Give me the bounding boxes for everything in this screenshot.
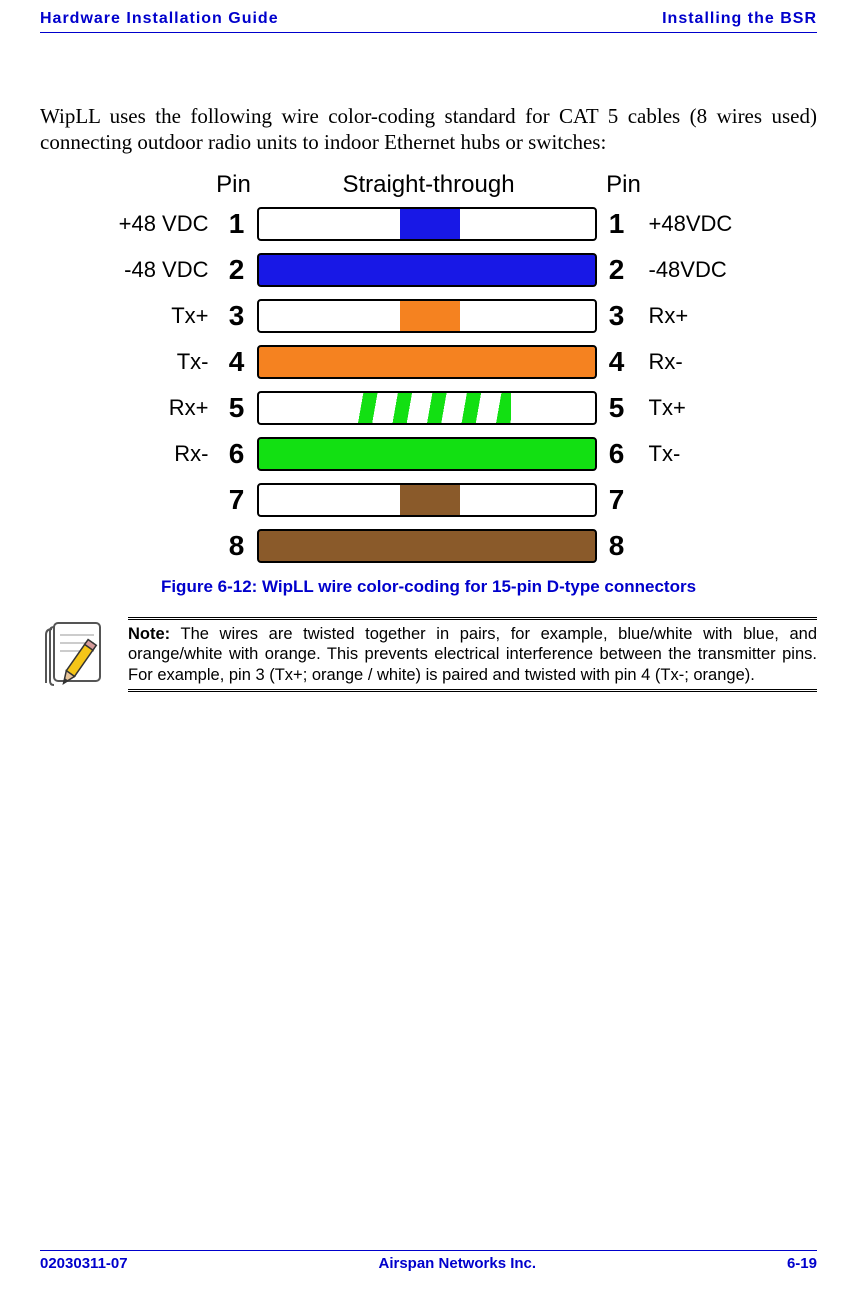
page-footer: 02030311-07 Airspan Networks Inc. 6-19 — [40, 1250, 817, 1272]
wire-color-cell — [257, 529, 597, 563]
wire-pin-left: 6 — [217, 438, 257, 470]
wire-left-label: Rx- — [109, 441, 217, 467]
note-body: The wires are twisted together in pairs,… — [128, 625, 817, 684]
wire-color-cell — [257, 483, 597, 517]
wire-pin-right: 6 — [597, 438, 637, 470]
wire-left-label: Tx- — [109, 349, 217, 375]
note-label: Note: — [128, 625, 170, 643]
wire-pin-left: 5 — [217, 392, 257, 424]
wire-right-label: -48VDC — [637, 257, 749, 283]
wire-row: Rx-66Tx- — [109, 435, 749, 473]
wire-pin-right: 8 — [597, 530, 637, 562]
note-block: Note: The wires are twisted together in … — [40, 617, 817, 693]
header-mid: Straight-through — [259, 171, 599, 199]
wire-left-label: Rx+ — [109, 395, 217, 421]
wire-row: +48 VDC11+48VDC — [109, 205, 749, 243]
diagram-header-row: Pin Straight-through Pin — [109, 171, 749, 199]
footer-center: Airspan Networks Inc. — [379, 1255, 537, 1272]
wire-pin-left: 7 — [217, 484, 257, 516]
note-icon — [40, 617, 110, 692]
wire-left-label: -48 VDC — [109, 257, 217, 283]
wire-pin-right: 7 — [597, 484, 637, 516]
wire-right-label: Rx- — [637, 349, 749, 375]
wire-color-cell — [257, 345, 597, 379]
wire-right-label: Rx+ — [637, 303, 749, 329]
wire-color-cell — [257, 253, 597, 287]
wire-pin-right: 1 — [597, 208, 637, 240]
pinout-diagram: Pin Straight-through Pin +48 VDC11+48VDC… — [109, 171, 749, 565]
wire-color-cell — [257, 391, 597, 425]
wire-pin-left: 2 — [217, 254, 257, 286]
wire-right-label: Tx+ — [637, 395, 749, 421]
header-left: Hardware Installation Guide — [40, 10, 279, 28]
wire-row: Tx+33Rx+ — [109, 297, 749, 335]
wire-pin-left: 3 — [217, 300, 257, 332]
header-pin-right: Pin — [599, 171, 649, 199]
header-pin-left: Pin — [209, 171, 259, 199]
wire-pin-right: 5 — [597, 392, 637, 424]
wire-left-label: +48 VDC — [109, 211, 217, 237]
wire-row: 77 — [109, 481, 749, 519]
note-text: Note: The wires are twisted together in … — [128, 617, 817, 693]
header-right: Installing the BSR — [662, 10, 817, 28]
wire-left-label: Tx+ — [109, 303, 217, 329]
wire-pin-left: 1 — [217, 208, 257, 240]
wire-color-cell — [257, 299, 597, 333]
wire-row: -48 VDC22-48VDC — [109, 251, 749, 289]
wire-row: 88 — [109, 527, 749, 565]
intro-paragraph: WipLL uses the following wire color-codi… — [40, 103, 817, 156]
page-header: Hardware Installation Guide Installing t… — [40, 10, 817, 33]
figure-caption: Figure 6-12: WipLL wire color-coding for… — [40, 577, 817, 597]
wire-pin-right: 4 — [597, 346, 637, 378]
wire-pin-left: 4 — [217, 346, 257, 378]
wire-row: Rx+55Tx+ — [109, 389, 749, 427]
wire-color-cell — [257, 437, 597, 471]
wire-row: Tx-44Rx- — [109, 343, 749, 381]
wire-color-cell — [257, 207, 597, 241]
footer-right: 6-19 — [787, 1255, 817, 1272]
footer-left: 02030311-07 — [40, 1255, 128, 1272]
wire-right-label: +48VDC — [637, 211, 749, 237]
wire-pin-left: 8 — [217, 530, 257, 562]
wire-pin-right: 2 — [597, 254, 637, 286]
wire-pin-right: 3 — [597, 300, 637, 332]
wire-right-label: Tx- — [637, 441, 749, 467]
